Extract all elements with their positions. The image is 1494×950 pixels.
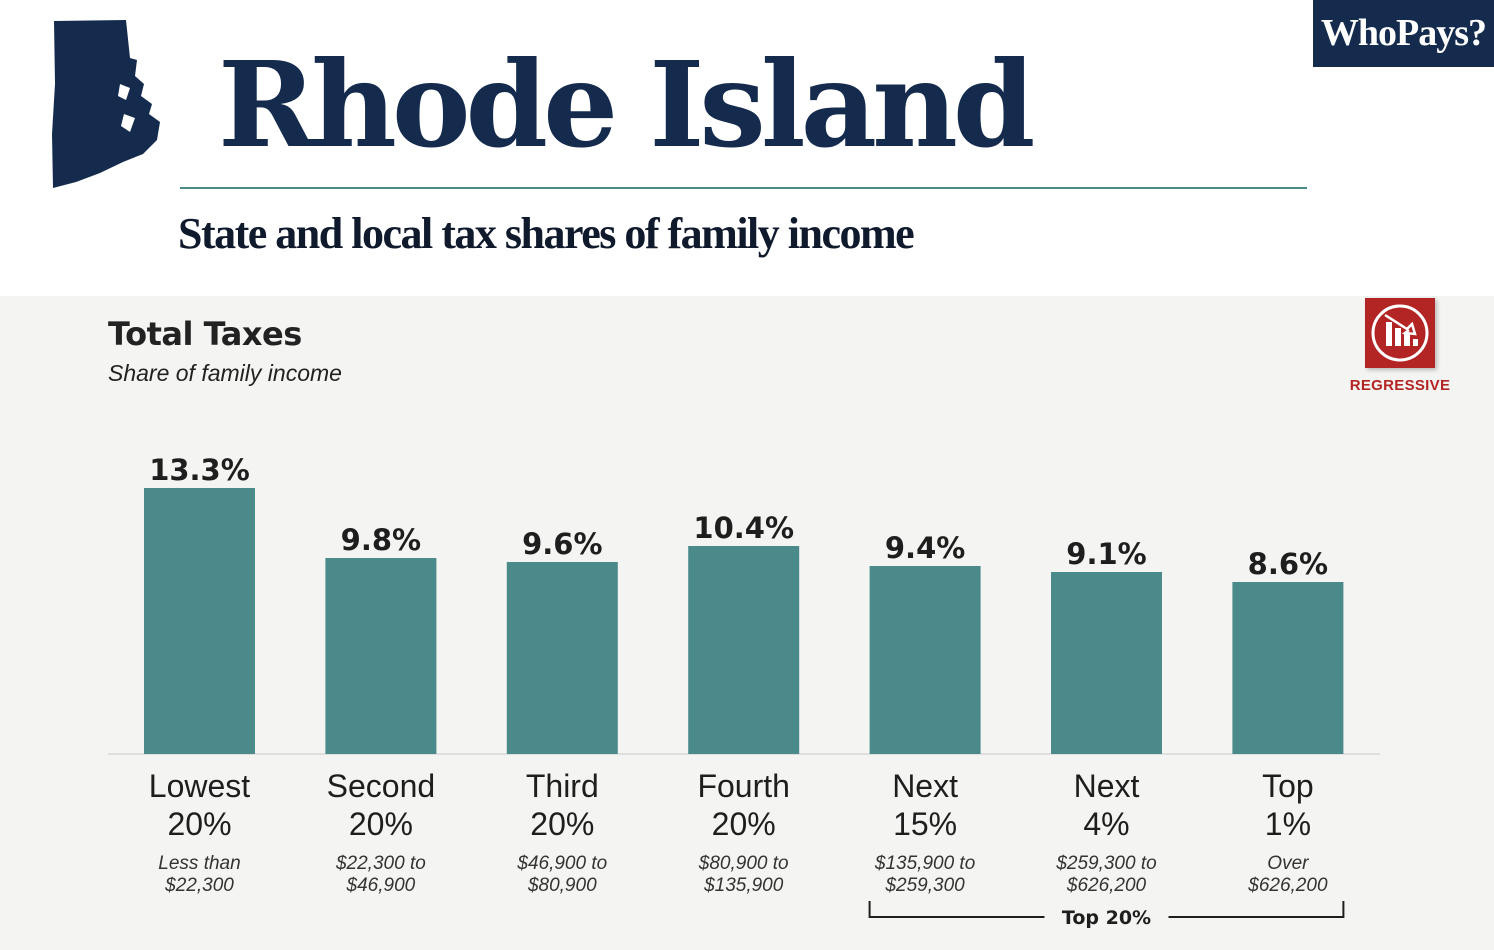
category-label: 4% — [1083, 806, 1129, 842]
income-range-label: $626,200 — [1247, 875, 1328, 896]
title-divider — [180, 187, 1307, 189]
chart-title: Total Taxes — [108, 315, 302, 353]
bar — [325, 558, 437, 754]
income-range-label: $135,900 — [703, 875, 784, 896]
category-label: 1% — [1265, 806, 1311, 842]
income-range-label: $46,900 — [346, 875, 416, 896]
bar — [869, 566, 981, 754]
bar — [1051, 572, 1162, 754]
income-range-label: $135,900 to — [874, 853, 975, 874]
income-range-label: $46,900 to — [516, 853, 607, 874]
category-label: 20% — [530, 806, 594, 842]
bar-value-label: 9.4% — [885, 531, 965, 565]
income-range-label: Less than — [158, 853, 240, 874]
declining-bar-chart-icon — [1371, 304, 1429, 362]
income-range-label: $259,300 to — [1055, 853, 1156, 874]
income-range-label: $626,200 — [1066, 875, 1147, 896]
category-label: Second — [327, 768, 436, 804]
income-range-label: $22,300 — [164, 875, 234, 896]
income-range-label: $22,300 to — [335, 853, 426, 874]
bar-value-label: 9.6% — [522, 527, 602, 561]
bar-value-label: 9.1% — [1066, 537, 1146, 571]
category-label: Top — [1262, 768, 1314, 804]
header: Rhode Island State and local tax shares … — [0, 0, 1494, 296]
top-20-bracket — [868, 901, 1345, 918]
bar — [506, 562, 618, 754]
page-title: Rhode Island — [218, 35, 1035, 174]
rhode-island-state-icon — [52, 20, 160, 188]
bar-value-label: 10.4% — [693, 511, 794, 545]
category-label: Third — [526, 768, 599, 804]
bar-value-label: 13.3% — [149, 453, 250, 487]
category-label: 20% — [349, 806, 413, 842]
category-label: Lowest — [149, 768, 251, 804]
chart-subtitle: Share of family income — [108, 360, 342, 386]
regressive-label: REGRESSIVE — [1349, 377, 1451, 394]
category-label: 20% — [167, 806, 231, 842]
category-label: Fourth — [697, 768, 789, 804]
income-range-label: Over — [1267, 853, 1309, 874]
bar-value-label: 8.6% — [1248, 547, 1328, 581]
income-range-label: $80,900 to — [698, 853, 789, 874]
page-subtitle: State and local tax shares of family inc… — [178, 209, 915, 258]
bar — [144, 488, 255, 754]
category-label: Next — [892, 768, 958, 804]
bar — [1232, 582, 1344, 754]
top-20-label: Top 20% — [1062, 907, 1151, 929]
category-label: 15% — [893, 806, 957, 842]
category-label: Next — [1074, 768, 1140, 804]
bar — [688, 546, 800, 754]
regressive-badge — [1365, 298, 1435, 368]
income-range-label: $259,300 — [884, 875, 965, 896]
category-label: 20% — [712, 806, 776, 842]
bar-value-label: 9.8% — [341, 523, 421, 557]
income-range-label: $80,900 — [527, 875, 597, 896]
whopays-logo: WhoPays? — [1313, 0, 1494, 67]
